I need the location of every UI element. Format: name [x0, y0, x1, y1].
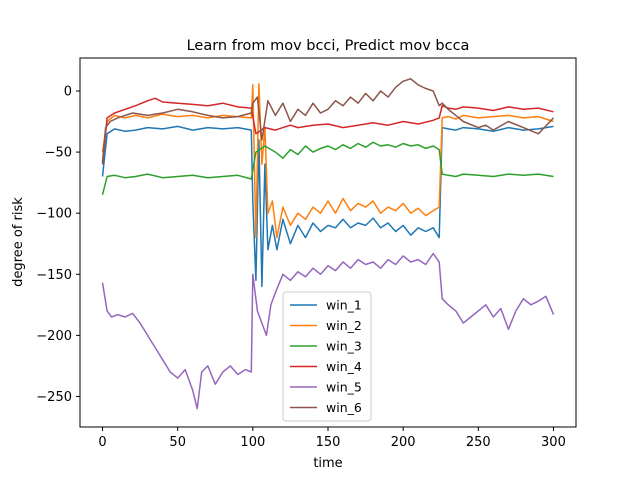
legend-label-win_1: win_1 [326, 298, 362, 313]
chart-title: Learn from mov bcci, Predict mov bcca [187, 38, 470, 54]
y-tick-label: 0 [64, 84, 72, 99]
legend-label-win_6: win_6 [326, 400, 362, 415]
x-tick-label: 200 [391, 435, 416, 450]
x-tick-label: 50 [169, 435, 186, 450]
y-axis-label: degree of risk [11, 197, 26, 287]
series-line-win_6 [101, 78, 555, 162]
legend-box [282, 291, 372, 422]
legend-label-win_3: win_3 [326, 339, 362, 354]
series-line-win_3 [101, 141, 554, 195]
series-line-win_4 [101, 97, 554, 165]
y-tick-label: −250 [36, 390, 72, 405]
x-axis-label: time [313, 456, 342, 471]
legend-label-win_2: win_2 [326, 318, 362, 333]
x-tick-label: 0 [98, 435, 106, 450]
x-tick-label: 250 [466, 435, 491, 450]
y-tick-label: −150 [36, 268, 72, 283]
legend-label-win_4: win_4 [326, 359, 362, 374]
series-line-win_2 [101, 82, 554, 239]
y-tick-label: −200 [36, 329, 72, 344]
x-tick-label: 150 [316, 435, 341, 450]
y-axis: 0 −50 −100 −150 −200 −250 [36, 84, 80, 405]
x-axis: 0 50 100 150 200 250 300 [98, 427, 566, 450]
x-tick-label: 300 [541, 435, 566, 450]
x-tick-label: 100 [240, 435, 265, 450]
plot-lines [101, 78, 555, 410]
series-line-win_1 [101, 125, 554, 288]
y-tick-label: −50 [45, 146, 72, 161]
series-line-win_5 [101, 252, 555, 410]
legend: win_1 win_2 win_3 win_4 win_5 win_6 [282, 291, 372, 422]
legend-label-win_5: win_5 [326, 380, 362, 395]
y-tick-label: −100 [36, 207, 72, 222]
